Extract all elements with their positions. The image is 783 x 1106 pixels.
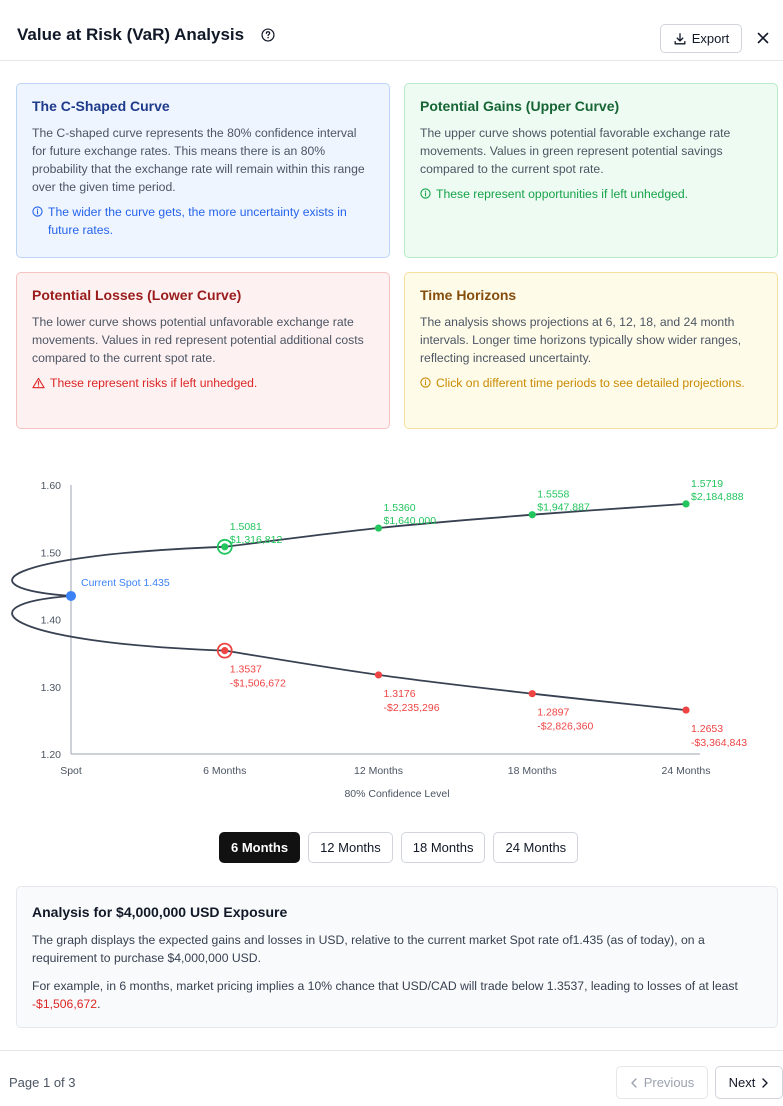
card-note: The wider the curve gets, the more uncer…	[32, 203, 374, 239]
selected-loss-ring	[216, 642, 233, 659]
loss-amount-label: -$2,826,360	[537, 721, 593, 733]
lower-curve-line	[11, 595, 687, 711]
page-title: Value at Risk (VaR) Analysis	[17, 25, 245, 44]
y-tick-label: 1.20	[41, 749, 62, 761]
loss-amount-label: -$3,364,843	[691, 737, 747, 749]
gain-rate-label: 1.5360	[384, 502, 416, 514]
gain-point	[528, 511, 536, 519]
chevron-left-icon	[631, 1077, 637, 1088]
analysis-example: For example, in 6 months, market pricing…	[32, 977, 762, 1013]
tab-12-months[interactable]: 12 Months	[308, 832, 393, 863]
analysis-paragraph: The graph displays the expected gains an…	[32, 933, 705, 965]
y-tick-label: 1.40	[41, 615, 62, 627]
c-curve-card: The C-Shaped Curve The C-shaped curve re…	[16, 83, 390, 258]
y-tick-label: 1.30	[41, 682, 62, 694]
card-title: The C-Shaped Curve	[32, 98, 170, 114]
card-note-text: These represent opportunities if left un…	[436, 187, 689, 201]
gain-rate-label: 1.5081	[230, 521, 262, 533]
gain-rate-label: 1.5558	[537, 489, 569, 501]
card-title: Potential Gains (Upper Curve)	[420, 98, 620, 114]
x-axis-label: 80% Confidence Level	[344, 788, 449, 800]
loss-rate-label: 1.2653	[691, 723, 723, 735]
x-tick-label: 24 Months	[661, 765, 710, 777]
loss-point	[221, 647, 229, 655]
card-note-text: These represent risks if left unhedged.	[50, 376, 258, 390]
analysis-title: Analysis for $4,000,000 USD Exposure	[32, 904, 288, 920]
dialog-header: Value at Risk (VaR) Analysis Export	[0, 0, 783, 61]
previous-label: Previous	[643, 1075, 695, 1090]
card-title: Potential Losses (Lower Curve)	[32, 287, 242, 303]
card-note: These represent opportunities if left un…	[420, 185, 762, 203]
page-info: Page 1 of 3	[9, 1075, 76, 1090]
y-tick-label: 1.60	[41, 480, 62, 492]
info-icon	[32, 206, 43, 217]
x-tick-label: 6 Months	[203, 765, 246, 777]
analysis-panel: Analysis for $4,000,000 USD Exposure The…	[16, 886, 778, 1028]
dialog-footer: Page 1 of 3 Previous Next	[0, 1050, 783, 1106]
loss-amount-label: -$2,235,296	[384, 702, 440, 714]
warning-triangle-icon	[32, 377, 45, 389]
gain-amount-label: $1,640,000	[384, 515, 437, 527]
loss-point	[528, 690, 536, 698]
card-title: Time Horizons	[420, 287, 517, 303]
spot-label: Current Spot 1.435	[81, 577, 170, 589]
analysis-example-text: For example, in 6 months, market pricing…	[32, 979, 738, 993]
close-icon	[757, 32, 769, 44]
loss-rate-label: 1.2897	[537, 707, 569, 719]
loss-rate-label: 1.3176	[384, 688, 416, 700]
previous-button[interactable]: Previous	[616, 1066, 708, 1099]
gain-rate-label: 1.5719	[691, 478, 723, 490]
x-tick-label: 18 Months	[508, 765, 557, 777]
tab-24-months[interactable]: 24 Months	[493, 832, 579, 863]
loss-point	[374, 671, 383, 679]
y-tick-label: 1.50	[41, 547, 62, 559]
tab-18-months[interactable]: 18 Months	[400, 832, 486, 863]
spot-point	[66, 590, 76, 601]
time-period-tabs: 6 Months 12 Months 18 Months 24 Months	[219, 832, 579, 863]
potential-gains-card: Potential Gains (Upper Curve) The upper …	[404, 83, 778, 258]
next-label: Next	[728, 1075, 756, 1090]
loss-amount-label: -$1,506,672	[230, 678, 286, 690]
potential-losses-card: Potential Losses (Lower Curve) The lower…	[16, 272, 390, 429]
card-note-text: Click on different time periods to see d…	[436, 376, 745, 390]
card-note: Click on different time periods to see d…	[420, 374, 762, 392]
export-button[interactable]: Export	[660, 24, 742, 53]
gain-amount-label: $2,184,888	[691, 491, 744, 503]
card-body: The analysis shows projections at 6, 12,…	[420, 315, 742, 365]
export-label: Export	[691, 31, 730, 46]
next-button[interactable]: Next	[715, 1066, 783, 1099]
info-icon	[420, 377, 431, 388]
gain-point	[374, 524, 383, 532]
chevron-right-icon	[762, 1077, 769, 1088]
card-note-text: The wider the curve gets, the more uncer…	[48, 205, 347, 237]
time-horizons-card: Time Horizons The analysis shows project…	[404, 272, 778, 429]
loss-rate-label: 1.3537	[230, 664, 262, 676]
gain-amount-label: $1,316,812	[230, 534, 283, 546]
download-icon	[674, 32, 686, 44]
info-icon	[420, 188, 431, 199]
tab-6-months[interactable]: 6 Months	[219, 832, 301, 863]
help-circle-icon[interactable]	[261, 28, 275, 42]
x-tick-label: Spot	[60, 765, 82, 777]
loss-point	[682, 706, 690, 714]
card-note: These represent risks if left unhedged.	[32, 374, 374, 392]
close-button[interactable]	[753, 28, 773, 48]
gain-point	[682, 500, 690, 508]
gain-point	[221, 543, 229, 551]
card-body: The lower curve shows potential unfavora…	[32, 315, 364, 365]
upper-curve-line	[11, 503, 687, 597]
x-tick-label: 12 Months	[354, 765, 403, 777]
loss-amount: -$1,506,672	[32, 997, 98, 1011]
analysis-example-suffix: .	[97, 997, 101, 1011]
selected-gain-ring	[216, 538, 233, 555]
gain-amount-label: $1,947,887	[537, 502, 590, 514]
card-body: The upper curve shows potential favorabl…	[420, 126, 731, 176]
var-chart: 1.20 1.30 1.40 1.50 1.60 Spot 6 Months 12 Month…	[11, 478, 747, 800]
card-body: The C-shaped curve represents the 80% co…	[32, 126, 365, 194]
